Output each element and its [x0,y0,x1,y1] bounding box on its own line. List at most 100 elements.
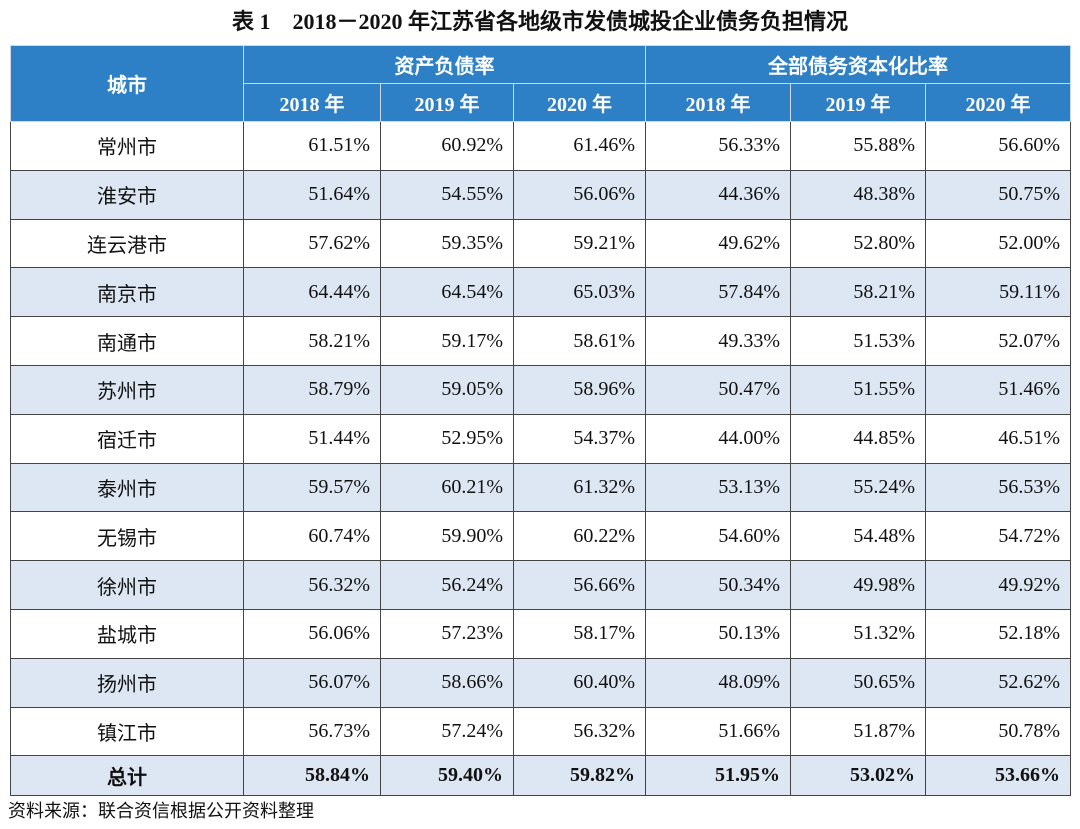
value-cell: 56.60% [925,121,1072,171]
city-cell: 泰州市 [10,462,244,513]
value-cell: 51.46% [925,364,1072,415]
city-cell: 总计 [10,755,244,797]
value-cell: 50.75% [925,169,1072,220]
header-cell: 2018 年 [243,83,381,122]
table-row: 镇江市 56.73% 57.24% 56.32% 51.66% 51.87% 50.78% [10,706,1072,757]
table-row: 无锡市 60.74% 59.90% 60.22% 54.60% 54.48% 54.72% [10,511,1072,562]
value-cell: 49.92% [925,560,1072,610]
value-cell: 59.57% [243,462,381,513]
value-cell: 44.36% [645,169,792,220]
value-cell: 64.44% [243,267,381,318]
table-row: 南通市 58.21% 59.17% 58.61% 49.33% 51.53% 52.07% [10,316,1072,366]
city-cell: 苏州市 [10,364,244,415]
city-cell: 淮安市 [10,169,244,220]
header-cell: 城市 [10,45,244,122]
value-cell: 56.07% [243,657,381,708]
value-cell: 55.24% [790,462,927,513]
value-cell: 64.54% [380,267,514,318]
value-cell: 54.37% [512,413,647,464]
city-cell: 盐城市 [10,608,244,659]
value-cell: 54.55% [380,169,514,220]
value-cell: 53.66% [925,755,1072,797]
header-cell: 2018 年 [645,83,792,122]
value-cell: 56.73% [243,706,381,757]
value-cell: 52.07% [925,316,1072,366]
value-cell: 54.60% [645,511,792,562]
city-cell: 常州市 [10,121,244,171]
table-row: 苏州市 58.79% 59.05% 58.96% 50.47% 51.55% 51.46% [10,364,1072,415]
data-table: 城市 资产负债率 全部债务资本化比率 2018 年 2019 年 2020 年 201… [10,45,1072,797]
value-cell: 60.21% [380,462,514,513]
header-cell: 全部债务资本化比率 [645,45,1072,84]
value-cell: 52.18% [925,608,1072,659]
value-cell: 60.40% [512,657,647,708]
header-cell: 2020 年 [925,83,1072,122]
value-cell: 44.00% [645,413,792,464]
value-cell: 58.61% [512,316,647,366]
table-row: 连云港市 57.62% 59.35% 59.21% 49.62% 52.80% 52.00% [10,218,1072,269]
table-row: 南京市 64.44% 64.54% 65.03% 57.84% 58.21% 59.11% [10,267,1072,318]
value-cell: 50.65% [790,657,927,708]
city-cell: 镇江市 [10,706,244,757]
value-cell: 51.44% [243,413,381,464]
value-cell: 58.66% [380,657,514,708]
value-cell: 59.21% [512,218,647,269]
value-cell: 52.95% [380,413,514,464]
value-cell: 49.98% [790,560,927,610]
table-row: 扬州市 56.07% 58.66% 60.40% 48.09% 50.65% 52.62% [10,657,1072,708]
value-cell: 44.85% [790,413,927,464]
value-cell: 59.82% [512,755,647,797]
header-cell: 资产负债率 [242,45,647,84]
city-cell: 宿迁市 [10,413,244,464]
value-cell: 57.23% [380,608,514,659]
value-cell: 56.24% [380,560,514,610]
city-cell: 无锡市 [10,511,244,562]
value-cell: 58.79% [243,364,381,415]
value-cell: 59.35% [380,218,514,269]
value-cell: 48.09% [645,657,792,708]
value-cell: 58.84% [243,755,381,797]
table-row: 宿迁市 51.44% 52.95% 54.37% 44.00% 44.85% 46.51% [10,413,1072,464]
header-cell: 2019 年 [790,83,927,122]
value-cell: 60.22% [512,511,647,562]
value-cell: 59.05% [380,364,514,415]
value-cell: 58.21% [790,267,927,318]
value-cell: 51.53% [790,316,927,366]
value-cell: 56.32% [243,560,381,610]
value-cell: 50.78% [925,706,1072,757]
city-cell: 徐州市 [10,560,244,610]
header-row: 2018 年 2019 年 2020 年 2018 年 2019 年 2020 年 [11,83,1072,122]
value-cell: 56.06% [512,169,647,220]
value-cell: 57.24% [380,706,514,757]
value-cell: 61.32% [512,462,647,513]
value-cell: 51.64% [243,169,381,220]
value-cell: 61.51% [243,121,381,171]
table-row: 常州市 61.51% 60.92% 61.46% 56.33% 55.88% 56.60% [10,121,1072,171]
value-cell: 58.17% [512,608,647,659]
value-cell: 51.55% [790,364,927,415]
value-cell: 54.48% [790,511,927,562]
header-cell: 2020 年 [512,83,647,122]
table-row: 淮安市 51.64% 54.55% 56.06% 44.36% 48.38% 50.75% [10,169,1072,220]
value-cell: 65.03% [512,267,647,318]
value-cell: 61.46% [512,121,647,171]
city-cell: 扬州市 [10,657,244,708]
value-cell: 57.62% [243,218,381,269]
value-cell: 56.06% [243,608,381,659]
value-cell: 56.53% [925,462,1072,513]
table-body: 常州市 61.51% 60.92% 61.46% 56.33% 55.88% 56.60% 淮… [10,121,1072,797]
value-cell: 56.32% [512,706,647,757]
value-cell: 54.72% [925,511,1072,562]
value-cell: 46.51% [925,413,1072,464]
source-note: 资料来源：联合资信根据公开资料整理 [8,801,314,821]
value-cell: 58.21% [243,316,381,366]
value-cell: 49.62% [645,218,792,269]
table-row: 徐州市 56.32% 56.24% 56.66% 50.34% 49.98% 49.92% [10,560,1072,610]
table-row: 泰州市 59.57% 60.21% 61.32% 53.13% 55.24% 56.53% [10,462,1072,513]
value-cell: 60.74% [243,511,381,562]
value-cell: 52.80% [790,218,927,269]
value-cell: 60.92% [380,121,514,171]
table-title: 表 1 2018－2020 年江苏省各地级市发债城投企业债务负担情况 [231,9,848,34]
value-cell: 51.32% [790,608,927,659]
